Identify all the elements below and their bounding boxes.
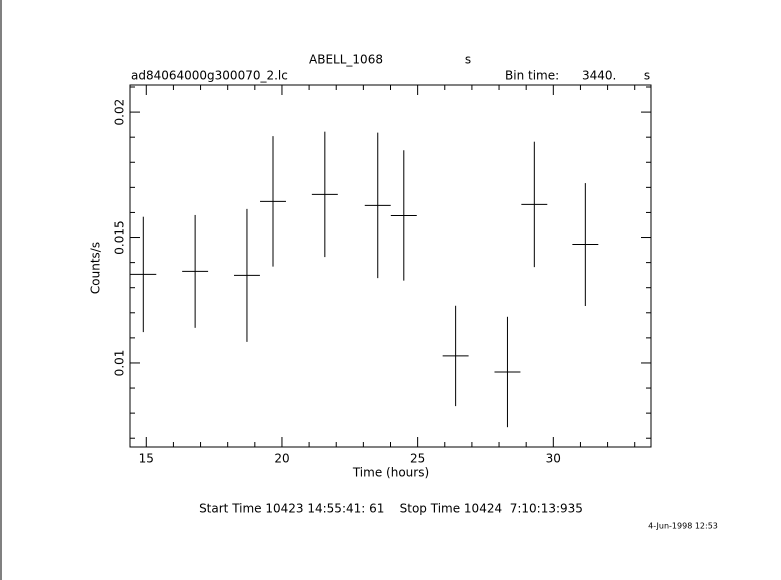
bin-value: 3440. bbox=[582, 69, 616, 83]
y-tick-label: 0.015 bbox=[113, 220, 127, 254]
date-stamp: 4-Jun-1998 12:53 bbox=[648, 522, 718, 531]
time-range: Start Time 10423 14:55:41: 61 Stop Time … bbox=[199, 502, 583, 516]
y-tick-label: 0.01 bbox=[113, 350, 127, 377]
x-tick-label: 15 bbox=[139, 452, 154, 466]
x-tick-label: 20 bbox=[274, 452, 289, 466]
y-axis-label: Counts/s bbox=[89, 242, 103, 294]
x-tick-label: 30 bbox=[546, 452, 561, 466]
chart-title: ABELL_1068 bbox=[309, 53, 383, 67]
x-axis-label: Time (hours) bbox=[352, 466, 429, 480]
x-tick-label: 25 bbox=[410, 452, 425, 466]
bin-unit: s bbox=[644, 69, 650, 83]
bin-label: Bin time: bbox=[505, 69, 559, 83]
y-tick-label: 0.02 bbox=[113, 99, 127, 126]
file-name: ad84064000g300070_2.lc bbox=[131, 69, 288, 83]
title-unit: s bbox=[465, 53, 471, 67]
